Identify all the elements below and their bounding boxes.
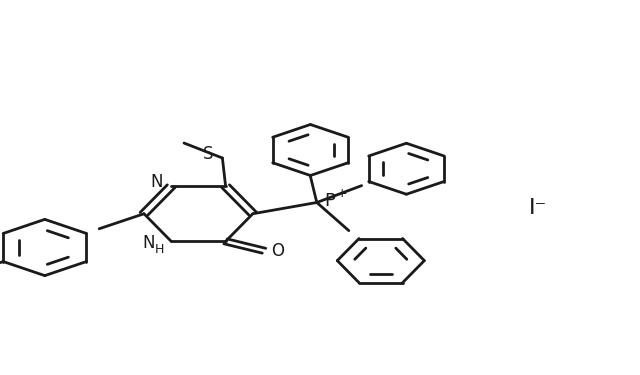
Text: I⁻: I⁻	[529, 198, 547, 218]
Text: P: P	[324, 192, 335, 210]
Text: N: N	[143, 234, 155, 252]
Text: O: O	[271, 242, 285, 260]
Text: N: N	[151, 173, 163, 191]
Text: S: S	[203, 144, 214, 162]
Text: H: H	[155, 243, 164, 256]
Text: +: +	[337, 187, 348, 200]
